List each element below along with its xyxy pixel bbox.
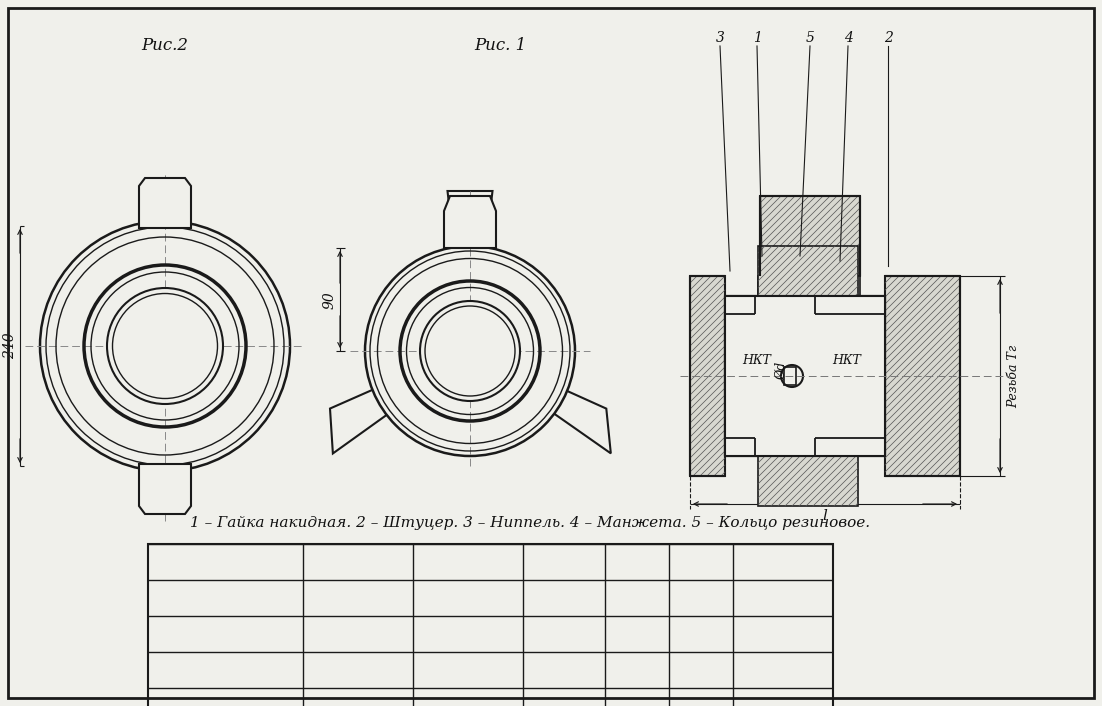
Text: 180: 180 [689, 664, 714, 676]
Text: Резьба Тг: Резьба Тг [324, 556, 391, 568]
Text: БРС ДɃ3,5": БРС ДɃ3,5" [185, 700, 266, 706]
Bar [758, 456, 858, 506]
Text: 130: 130 [689, 592, 714, 604]
Text: 5,24/4,5: 5,24/4,5 [756, 628, 810, 640]
Ellipse shape [420, 301, 520, 401]
Bar [758, 276, 860, 296]
Text: Рис.1: Рис.1 [545, 628, 583, 640]
Text: Ød: Ød [776, 362, 789, 380]
Text: 150×12,7: 150×12,7 [325, 664, 391, 676]
Bar [725, 296, 885, 456]
Bar [148, 544, 833, 706]
Bar [727, 298, 883, 454]
Text: БРС ДɃ3": БРС ДɃ3" [192, 664, 259, 676]
Text: НКТ 60: НКТ 60 [442, 592, 494, 604]
Text: 4: 4 [843, 31, 853, 45]
Bar [885, 276, 960, 476]
Text: БРС ДɃ2,5": БРС ДɃ2,5" [185, 628, 266, 640]
Polygon shape [139, 178, 191, 228]
Text: Рис.2: Рис.2 [545, 700, 583, 706]
Text: 16,8/12,3: 16,8/12,3 [752, 664, 814, 676]
Text: 55: 55 [628, 592, 646, 604]
Ellipse shape [40, 221, 290, 471]
Polygon shape [551, 383, 611, 453]
Text: 1: 1 [753, 31, 761, 45]
Text: НКТ: НКТ [833, 354, 862, 368]
Text: 14,8/11: 14,8/11 [758, 700, 808, 706]
Text: НКТ 73: НКТ 73 [442, 628, 494, 640]
Text: 160×12,7: 160×12,7 [325, 700, 391, 706]
Bar [758, 246, 858, 296]
Text: Рис.2: Рис.2 [141, 37, 188, 54]
Bar [760, 196, 860, 276]
Polygon shape [444, 196, 496, 248]
Bar [690, 276, 725, 476]
Text: 5,6/4,9: 5,6/4,9 [759, 592, 807, 604]
Text: Резьба НКТ: Резьба НКТ [426, 556, 509, 568]
Text: Масса, кг: Масса, кг [749, 556, 817, 568]
Text: Гайка: Гайка [543, 556, 584, 568]
Text: d, мм: d, мм [617, 556, 657, 568]
Text: 83: 83 [628, 664, 646, 676]
Bar [725, 296, 885, 456]
Bar [760, 196, 860, 276]
Text: НКТ 89: НКТ 89 [442, 664, 494, 676]
Text: 1 – Гайка накидная. 2 – Штуцер. 3 – Ниппель. 4 – Манжета. 5 – Кольцо резиновое.: 1 – Гайка накидная. 2 – Штуцер. 3 – Нипп… [190, 516, 871, 530]
Text: l: l [822, 509, 828, 523]
Text: Рис.1: Рис.1 [545, 592, 583, 604]
Text: 3: 3 [715, 31, 724, 45]
Bar [690, 276, 725, 476]
Bar [758, 456, 858, 506]
Bar [758, 246, 858, 296]
Text: 89: 89 [628, 700, 646, 706]
Text: Рис.2: Рис.2 [545, 664, 583, 676]
Text: 138: 138 [689, 628, 714, 640]
Polygon shape [329, 383, 389, 453]
Text: 240: 240 [3, 333, 17, 359]
Text: 100×12,7: 100×12,7 [325, 592, 391, 604]
Polygon shape [139, 464, 191, 514]
Text: l, мм: l, мм [683, 556, 719, 568]
Text: 2: 2 [884, 31, 893, 45]
Ellipse shape [365, 246, 575, 456]
Text: НКТ: НКТ [743, 354, 771, 368]
Ellipse shape [107, 288, 223, 404]
Text: Наименование: Наименование [173, 556, 278, 568]
Text: 90: 90 [323, 291, 337, 309]
Text: БРС ДɃ2": БРС ДɃ2" [192, 592, 259, 604]
Text: НКТ 102: НКТ 102 [437, 700, 498, 706]
Text: Рис. 1: Рис. 1 [474, 37, 526, 54]
Bar [784, 367, 796, 385]
Text: 5: 5 [806, 31, 814, 45]
Text: 110×12,7: 110×12,7 [325, 628, 391, 640]
Bar [885, 276, 960, 476]
Polygon shape [447, 191, 493, 256]
Text: 68: 68 [628, 628, 646, 640]
Text: 180: 180 [689, 700, 714, 706]
Text: Резьба Тг: Резьба Тг [1007, 345, 1020, 407]
Bar [758, 276, 860, 296]
